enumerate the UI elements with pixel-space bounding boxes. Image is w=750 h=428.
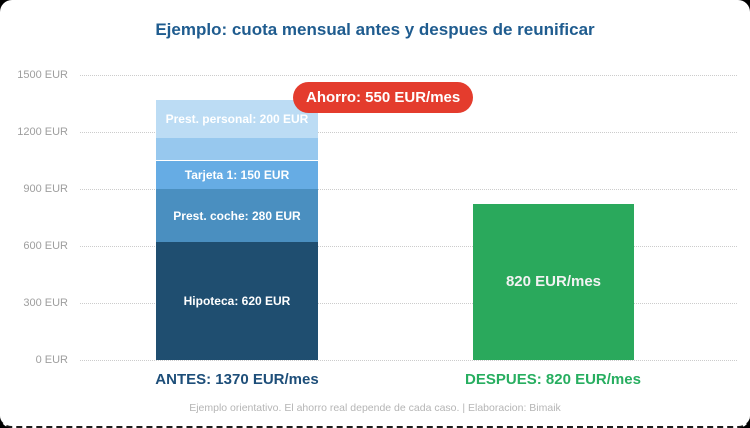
gridline bbox=[80, 360, 737, 361]
savings-badge-label: Ahorro: 550 EUR/mes bbox=[306, 89, 461, 106]
bar-segment bbox=[156, 189, 318, 243]
chart-title: Ejemplo: cuota mensual antes y despues d… bbox=[155, 20, 595, 39]
bar-segment-label: Tarjeta 1: 150 EUR bbox=[184, 167, 290, 182]
bar-segment-label: 820 EUR/mes bbox=[505, 273, 602, 291]
despues-total-label: DESPUES: 820 EUR/mes bbox=[465, 371, 641, 388]
bar-segment-label: Prest. coche: 280 EUR bbox=[173, 208, 301, 223]
savings-badge: Ahorro: 550 EUR/mes bbox=[293, 82, 474, 113]
gridline bbox=[80, 189, 737, 190]
bar-segment bbox=[156, 99, 318, 138]
bar-segment bbox=[156, 137, 318, 161]
y-axis-tick-label: 0 EUR bbox=[35, 354, 68, 366]
bar-segment-label: Hipoteca: 620 EUR bbox=[183, 294, 291, 309]
bar-segment-label: Prest. personal: 200 EUR bbox=[165, 111, 309, 126]
bar-segment bbox=[156, 160, 318, 189]
y-axis-tick-label: 300 EUR bbox=[23, 297, 68, 309]
gridline bbox=[80, 246, 737, 247]
y-axis-tick-label: 900 EUR bbox=[23, 183, 68, 195]
y-axis-tick-label: 1200 EUR bbox=[17, 126, 68, 138]
footnote: Ejemplo orientativo. El ahorro real depe… bbox=[189, 402, 561, 414]
gridline bbox=[80, 303, 737, 304]
y-axis-tick-label: 600 EUR bbox=[23, 240, 68, 252]
antes-total-label: ANTES: 1370 EUR/mes bbox=[155, 371, 319, 388]
bar-segment bbox=[473, 204, 634, 360]
bar-segment bbox=[156, 242, 318, 360]
gridline bbox=[80, 132, 737, 133]
gridline bbox=[80, 75, 737, 76]
y-axis-tick-label: 1500 EUR bbox=[17, 69, 68, 81]
